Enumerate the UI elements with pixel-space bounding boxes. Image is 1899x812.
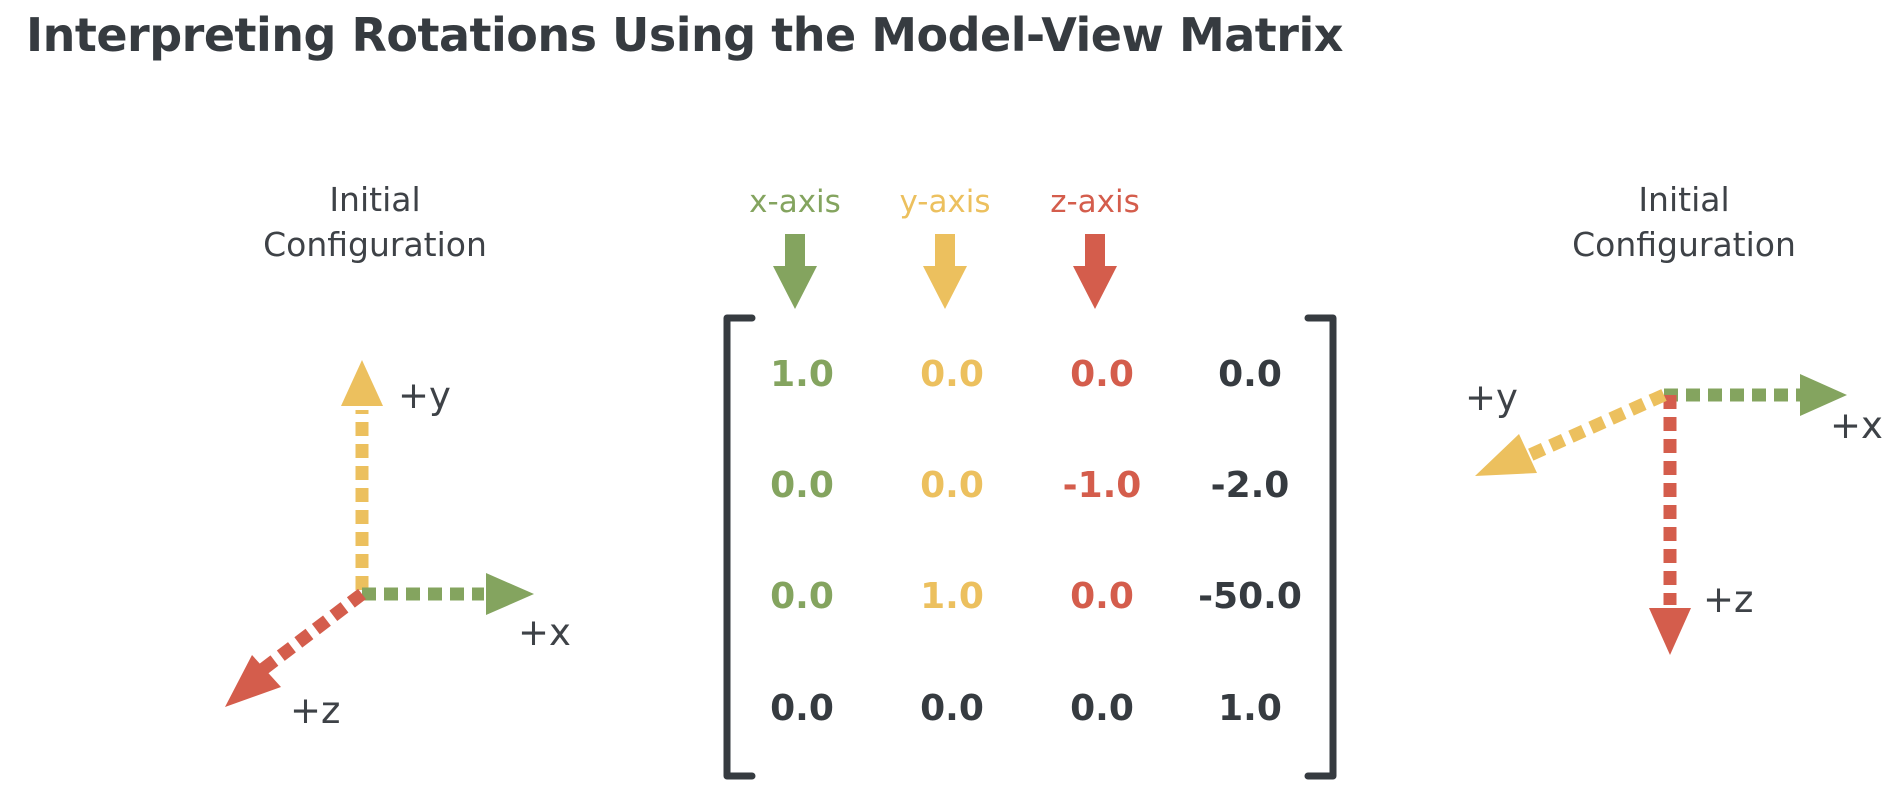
matrix-cell-r3-c2: 1.0 [920,576,984,617]
right-y-label: +y [1465,376,1518,419]
matrix-cell-r2-c4: -2.0 [1211,465,1290,506]
left-x-label: +x [518,611,571,654]
left-z-arrowhead [225,655,281,707]
right-z-arrowhead [1649,608,1691,655]
right-y-axis-line [1527,389,1667,461]
matrix-cell-r4-c3: 0.0 [1070,688,1134,729]
left-x-arrowhead [486,573,534,615]
z-axis-down-arrow-icon [1073,234,1117,309]
page-title: Interpreting Rotations Using the Model-V… [26,8,1343,62]
right-caption-line2: Configuration [1572,225,1796,264]
matrix-cell-r1-c3: 0.0 [1070,354,1134,395]
matrix-cell-r4-c2: 0.0 [920,688,984,729]
matrix-left-bracket [723,314,756,780]
x-axis-down-arrow-icon [773,234,817,309]
matrix-cell-r3-c1: 0.0 [770,576,834,617]
model-view-matrix: x-axis y-axis z-axis 1.0 0.0 0.0 0.0 0.0… [723,184,1337,780]
right-x-arrowhead [1800,374,1847,416]
matrix-cell-r4-c4: 1.0 [1218,688,1282,729]
matrix-cell-r2-c1: 0.0 [770,465,834,506]
x-axis-column-label: x-axis [749,184,841,220]
matrix-cell-r1-c2: 0.0 [920,354,984,395]
left-y-label: +y [398,374,451,417]
matrix-cell-r1-c4: 0.0 [1218,354,1282,395]
matrix-cell-r4-c1: 0.0 [770,688,834,729]
left-z-label: +z [290,689,340,732]
right-x-label: +x [1830,404,1883,447]
right-z-label: +z [1703,578,1753,621]
left-caption-line2: Configuration [263,225,487,264]
y-axis-column-label: y-axis [899,184,990,220]
left-y-arrowhead [341,360,383,406]
left-caption-line1: Initial [329,180,420,219]
matrix-cell-r2-c3: -1.0 [1063,465,1142,506]
left-z-axis-line [258,588,366,676]
z-axis-column-label: z-axis [1050,184,1140,220]
right-caption-line1: Initial [1638,180,1729,219]
matrix-right-bracket [1304,314,1337,780]
right-axes-panel: Initial Configuration +x +z +y [1465,180,1883,655]
left-axes-panel: Initial Configuration +y +x +z [225,180,571,732]
matrix-cell-r3-c3: 0.0 [1070,576,1134,617]
y-axis-down-arrow-icon [923,234,967,309]
matrix-cell-r3-c4: -50.0 [1198,576,1302,617]
matrix-cell-r1-c1: 1.0 [770,354,834,395]
right-y-arrowhead [1475,434,1537,476]
matrix-cell-r2-c2: 0.0 [920,465,984,506]
